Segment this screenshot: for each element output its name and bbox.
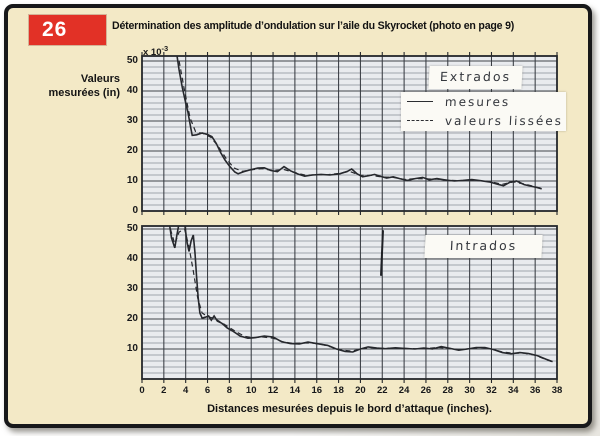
- dashed-line-sample: [407, 120, 433, 121]
- x-tick-label: 0: [139, 385, 145, 396]
- x-tick-label: 4: [183, 385, 189, 396]
- x-tick-label: 36: [529, 385, 541, 396]
- y-tick-label: 50: [126, 223, 138, 234]
- y-tick-label: 10: [126, 343, 138, 354]
- page-number: 26: [42, 18, 68, 41]
- legend-row-mesures: mesures: [401, 92, 566, 111]
- x-axis-tick-labels: 0 2 4 6 8 10 12 14 16 18 20 22 24 26 28 30 32 34 36 38: [139, 385, 562, 399]
- x-tick-label: 30: [464, 385, 475, 396]
- y-tick-label: 40: [126, 253, 138, 264]
- x-tick-label: 32: [486, 385, 497, 396]
- x-tick-label: 20: [355, 385, 366, 396]
- page-frame: 26 Détermination des amplitude d’ondulat…: [4, 4, 592, 428]
- intrados-chart: Intrados 50 40 30 20 10: [127, 223, 558, 383]
- y-tick-label: 30: [126, 115, 138, 126]
- y-axis-label: Valeurs mesurées (in): [24, 72, 120, 100]
- y-tick-label: 50: [126, 55, 138, 66]
- x-tick-label: 2: [161, 385, 167, 396]
- legend-box: mesures valeurs lissées: [401, 92, 566, 131]
- x-tick-label: 10: [245, 385, 257, 396]
- y-axis-scale-note: x 10-3: [143, 44, 169, 59]
- x-tick-label: 22: [376, 385, 388, 396]
- x-tick-label: 16: [311, 385, 323, 396]
- y-tick-label: 20: [126, 145, 138, 156]
- intrados-curve-mesures: [168, 226, 553, 363]
- legend-row-lissees: valeurs lissées: [401, 111, 566, 130]
- plot-border: [141, 225, 558, 380]
- plot-border: [141, 55, 558, 212]
- y-tick-label: 0: [132, 205, 138, 216]
- x-tick-label: 8: [226, 385, 232, 396]
- x-tick-label: 6: [204, 385, 211, 396]
- extrados-label-box: Extrados: [428, 66, 523, 89]
- x-tick-label: 14: [289, 385, 301, 396]
- y-tick-label: 30: [126, 283, 138, 294]
- page-number-badge: 26: [29, 15, 106, 45]
- legend-label-lissees: valeurs lissées: [444, 113, 564, 128]
- x-tick-label: 12: [267, 385, 279, 396]
- extrados-curve-lissees: [178, 60, 542, 190]
- x-tick-label: 34: [508, 385, 519, 396]
- y-axis-label-line2: mesurées (in): [48, 87, 120, 99]
- x-axis-title: Distances mesurées depuis le bord d’atta…: [207, 403, 492, 415]
- x-tick-label: 38: [551, 385, 563, 396]
- x-tick-label: 24: [398, 385, 410, 396]
- intrados-label-box: Intrados: [424, 235, 543, 258]
- figure-title: Détermination des amplitude d’ondulation…: [112, 20, 515, 32]
- y-tick-label: 10: [126, 175, 138, 186]
- x-tick-label: 26: [420, 385, 432, 396]
- y-axis-label-line1: Valeurs: [80, 73, 120, 85]
- legend-label-mesures: mesures: [444, 94, 511, 109]
- y-tick-label: 20: [126, 313, 138, 324]
- x-tick-label: 18: [333, 385, 344, 396]
- intrados-curve-lissees: [169, 228, 552, 363]
- x-tick-label: 28: [442, 385, 454, 396]
- extrados-plot: [141, 52, 558, 215]
- extrados-chart: Extrados mesures valeurs lissées 50 40 30 2…: [127, 52, 566, 216]
- solid-line-sample: [407, 101, 433, 102]
- y-tick-label: 40: [126, 85, 138, 96]
